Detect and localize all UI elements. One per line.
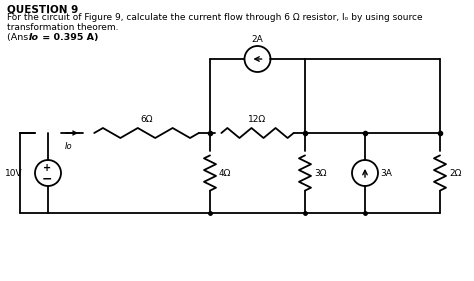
- Text: QUESTION 9: QUESTION 9: [7, 4, 78, 14]
- Text: = 0.395 A): = 0.395 A): [39, 33, 99, 42]
- Text: Io: Io: [65, 142, 73, 151]
- Text: 3Ω: 3Ω: [314, 169, 327, 178]
- Text: 12Ω: 12Ω: [248, 115, 266, 124]
- Text: 6Ω: 6Ω: [140, 115, 153, 124]
- Text: For the circuit of Figure 9, calculate the current flow through 6 Ω resistor, Iₒ: For the circuit of Figure 9, calculate t…: [7, 13, 423, 32]
- Text: Io: Io: [29, 33, 39, 42]
- Text: +: +: [43, 163, 51, 173]
- Text: −: −: [42, 173, 52, 185]
- Text: (Ans:: (Ans:: [7, 33, 35, 42]
- Text: 2Ω: 2Ω: [449, 169, 461, 178]
- Text: 2A: 2A: [252, 35, 264, 44]
- Text: 4Ω: 4Ω: [219, 169, 231, 178]
- Text: 3A: 3A: [380, 169, 392, 178]
- Text: 10V: 10V: [5, 169, 23, 178]
